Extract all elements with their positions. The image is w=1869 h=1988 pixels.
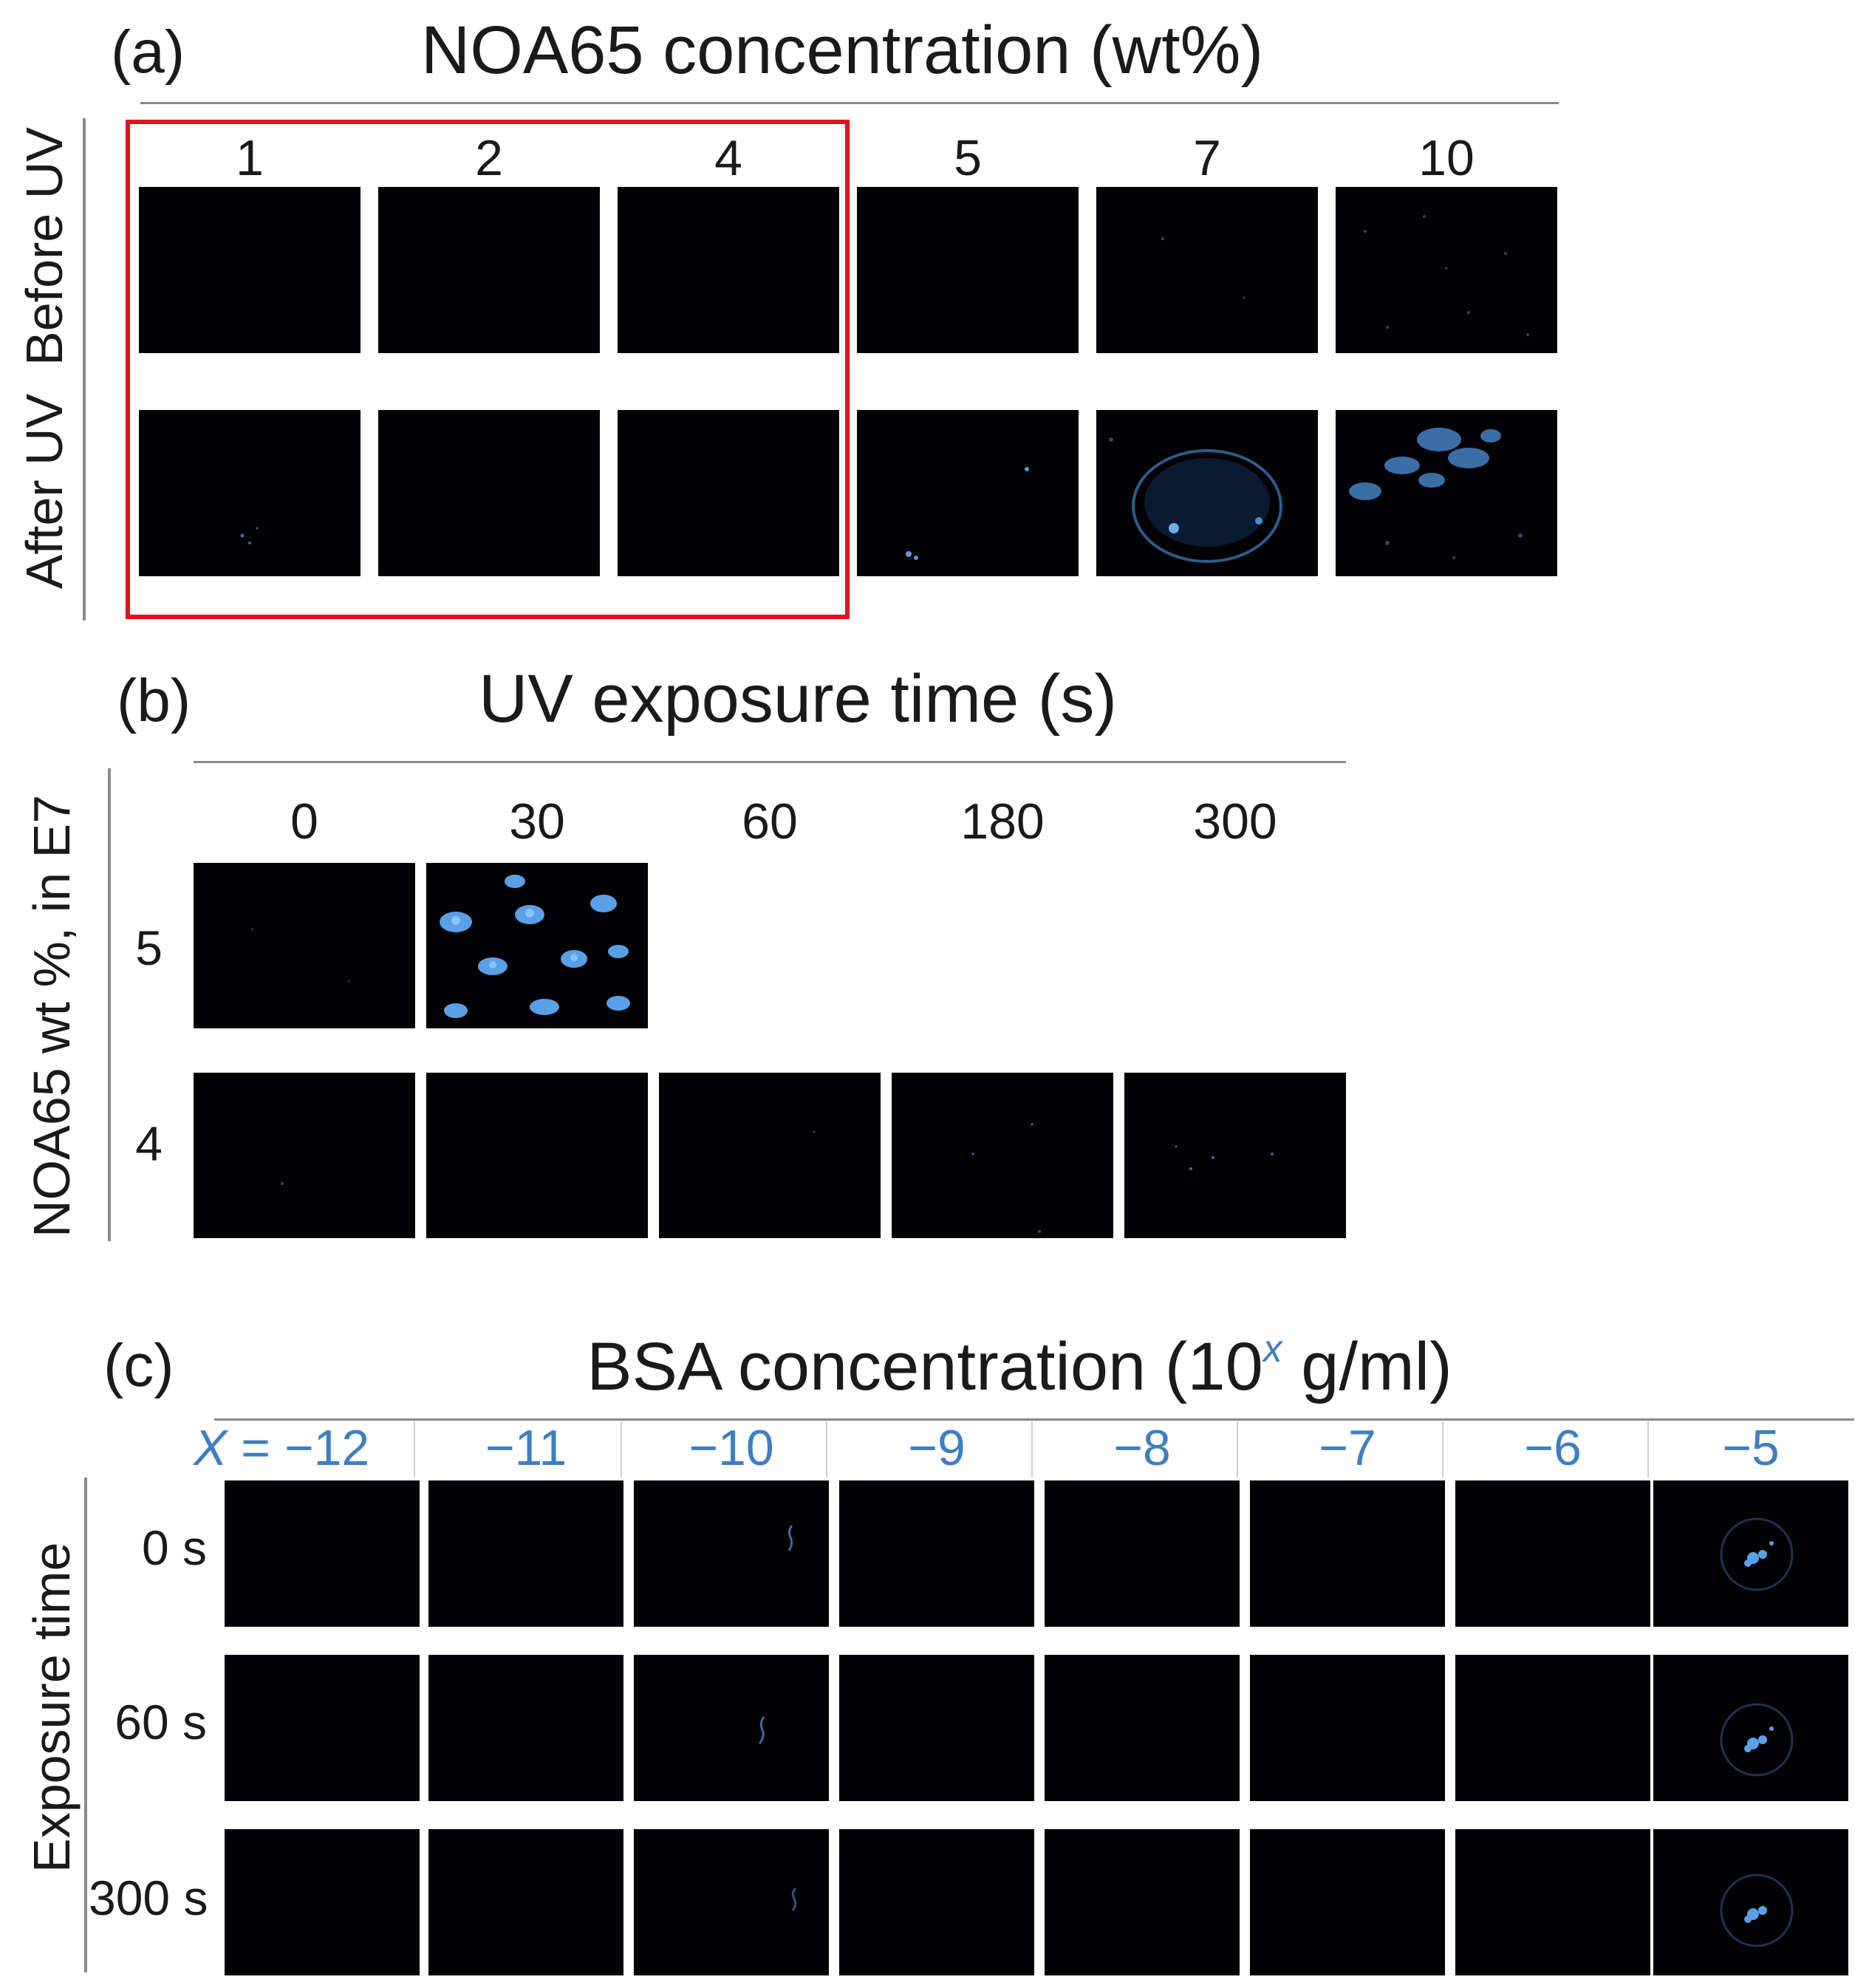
panel-c-col-separator [1442, 1421, 1443, 1478]
panel-b-axis-rule [108, 768, 111, 1241]
panel-c-label: (c) [103, 1332, 174, 1399]
panel-c-col-separator [1647, 1421, 1649, 1478]
micrograph-a-after-1 [139, 410, 361, 576]
panel-c-col-label: X = −12 [194, 1420, 369, 1476]
panel-c-title-end: g/ml) [1282, 1329, 1452, 1404]
panel-a-col-label: 1 [236, 130, 264, 186]
panel-b-label: (b) [117, 667, 191, 734]
panel-b-side-label: NOA65 wt %, in E7 [23, 794, 81, 1237]
panel-b-col-label: 30 [509, 793, 565, 850]
panel-a-col-label: 10 [1418, 130, 1475, 186]
panel-a-col-label: 2 [475, 130, 503, 186]
micrograph-b-4-30 [426, 1073, 648, 1238]
micrograph-a-after-7 [1096, 410, 1318, 576]
panel-c-col-value: −12 [284, 1420, 370, 1476]
micrograph-c-0s-m6 [1455, 1480, 1650, 1627]
micrograph-c-60s-m7 [1250, 1655, 1445, 1801]
micrograph-a-before-1 [139, 187, 361, 353]
micrograph-a-after-5 [857, 410, 1079, 576]
micrograph-b-5-0 [194, 863, 415, 1028]
micrograph-c-300s-m10 [634, 1829, 829, 1975]
micrograph-b-4-60 [659, 1073, 881, 1238]
micrograph-c-300s-m8 [1045, 1829, 1240, 1975]
panel-c-side-label: Exposure time [23, 1542, 81, 1873]
micrograph-a-after-10 [1336, 410, 1557, 576]
micrograph-c-300s-m7 [1250, 1829, 1445, 1975]
micrograph-c-300s-m6 [1455, 1829, 1650, 1975]
panel-b-row-label: 5 [135, 920, 163, 975]
panel-a-axis-rule [83, 118, 86, 621]
micrograph-c-300s-m12 [225, 1829, 420, 1975]
panel-a-col-label: 7 [1193, 130, 1221, 186]
panel-a-row-label-before: Before UV [16, 127, 73, 366]
micrograph-c-300s-m5 [1653, 1829, 1848, 1975]
panel-c-col-separator [1237, 1421, 1238, 1478]
micrograph-a-after-4 [618, 410, 839, 576]
panel-c-x-eq: = [227, 1420, 284, 1476]
panel-b-col-label: 300 [1193, 793, 1277, 850]
panel-c-col-label: −8 [1113, 1420, 1171, 1476]
highlight-box [126, 120, 850, 619]
panel-c-row-label: 60 s [115, 1695, 207, 1749]
panel-a-row-label-after: After UV [16, 393, 73, 590]
micrograph-c-60s-m8 [1045, 1655, 1240, 1801]
panel-c-axis-rule [84, 1478, 87, 1972]
micrograph-a-before-2 [378, 187, 600, 353]
micrograph-c-0s-m8 [1045, 1480, 1240, 1627]
micrograph-c-300s-m9 [839, 1829, 1034, 1975]
panel-c-col-label: −10 [689, 1420, 774, 1476]
micrograph-a-after-2 [378, 410, 600, 576]
micrograph-c-300s-m11 [428, 1829, 623, 1975]
panel-b-col-label: 0 [290, 793, 318, 850]
micrograph-b-4-0 [194, 1073, 415, 1238]
panel-c-col-separator [414, 1421, 415, 1478]
panel-c-col-label: −9 [908, 1420, 966, 1476]
micrograph-c-0s-m11 [428, 1480, 623, 1627]
micrograph-a-before-5 [857, 187, 1079, 353]
micrograph-c-0s-m10 [634, 1480, 829, 1627]
micrograph-a-before-4 [618, 187, 839, 353]
micrograph-a-before-7 [1096, 187, 1318, 353]
panel-b-row-label: 4 [135, 1116, 163, 1171]
micrograph-b-4-180 [892, 1073, 1113, 1238]
panel-a-title: NOA65 concentration (wt%) [420, 13, 1264, 88]
panel-b-title: UV exposure time (s) [478, 661, 1118, 737]
panel-c-row-label: 0 s [141, 1520, 207, 1575]
panel-c-title: BSA concentration (10x g/ml) [532, 1330, 1507, 1401]
panel-b-col-label: 60 [742, 793, 798, 850]
micrograph-c-0s-m12 [225, 1480, 420, 1627]
panel-a-title-rule [140, 102, 1559, 104]
micrograph-b-5-30 [426, 863, 648, 1028]
panel-c-x-prefix: X [194, 1420, 228, 1476]
panel-c-col-separator [621, 1421, 622, 1478]
panel-b-col-label: 180 [960, 793, 1045, 850]
micrograph-c-60s-m10 [634, 1655, 829, 1801]
micrograph-c-60s-m12 [225, 1655, 420, 1801]
panel-c-col-label: −5 [1722, 1420, 1780, 1476]
micrograph-c-60s-m5 [1653, 1655, 1848, 1801]
micrograph-c-0s-m7 [1250, 1480, 1445, 1627]
panel-c-col-separator [826, 1421, 827, 1478]
micrograph-c-0s-m5 [1653, 1480, 1848, 1627]
panel-c-title-rule [214, 1418, 1854, 1421]
micrograph-c-60s-m6 [1455, 1655, 1650, 1801]
micrograph-c-0s-m9 [839, 1480, 1034, 1627]
micrograph-b-4-300 [1124, 1073, 1346, 1238]
panel-c-col-label: −6 [1524, 1420, 1582, 1476]
micrograph-c-60s-m11 [428, 1655, 623, 1801]
panel-a-col-label: 4 [714, 130, 742, 186]
panel-c-col-label: −7 [1319, 1420, 1376, 1476]
panel-c-title-sup: x [1262, 1328, 1282, 1370]
panel-c-row-label: 300 s [89, 1871, 208, 1925]
panel-b-title-rule [194, 761, 1346, 763]
panel-a-col-label: 5 [954, 130, 982, 186]
micrograph-c-60s-m9 [839, 1655, 1034, 1801]
panel-c-col-label: −11 [485, 1420, 567, 1476]
panel-a-label: (a) [111, 18, 185, 86]
panel-c-col-separator [1031, 1421, 1033, 1478]
panel-c-title-main: BSA concentration (10 [587, 1329, 1263, 1404]
micrograph-a-before-10 [1336, 187, 1557, 353]
